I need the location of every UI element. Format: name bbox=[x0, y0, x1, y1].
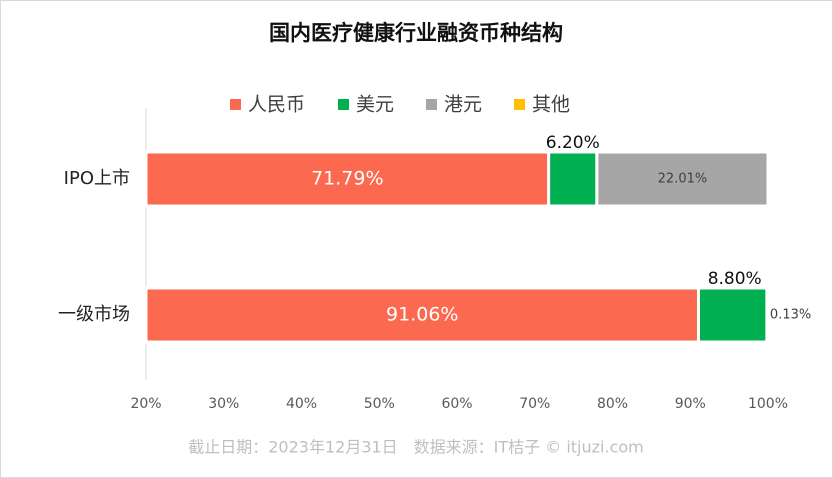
x-tick-label: 80% bbox=[597, 396, 628, 412]
x-tick-label: 100% bbox=[748, 396, 788, 412]
legend-swatch bbox=[514, 99, 525, 110]
legend-label: 人民币 bbox=[248, 94, 305, 116]
legend-label: 美元 bbox=[356, 94, 394, 116]
bar-segment bbox=[144, 286, 700, 344]
y-tick-label: IPO上市 bbox=[64, 168, 130, 189]
value-label: 6.20% bbox=[546, 133, 600, 153]
x-tick-label: 40% bbox=[286, 396, 317, 412]
legend-label: 其他 bbox=[532, 94, 570, 116]
legend-swatch bbox=[426, 99, 437, 110]
value-label: 0.13% bbox=[770, 308, 811, 323]
x-tick-label: 50% bbox=[364, 396, 395, 412]
source-note: 截止日期：2023年12月31日 数据来源：IT桔子 © itjuzi.com bbox=[188, 438, 644, 457]
bar-segment bbox=[696, 286, 769, 344]
value-label: 91.06% bbox=[386, 304, 458, 326]
legend-label: 港元 bbox=[444, 94, 482, 116]
x-tick-label: 60% bbox=[441, 396, 472, 412]
value-label: 8.80% bbox=[708, 269, 762, 289]
x-tick-label: 20% bbox=[130, 396, 161, 412]
x-tick-label: 90% bbox=[675, 396, 706, 412]
value-label: 22.01% bbox=[658, 172, 708, 187]
legend-swatch bbox=[230, 99, 241, 110]
legend-swatch bbox=[338, 99, 349, 110]
bar-segment bbox=[595, 150, 770, 208]
bar-segment bbox=[547, 150, 599, 208]
x-tick-label: 30% bbox=[208, 396, 239, 412]
y-tick-label: 一级市场 bbox=[58, 304, 130, 325]
value-label: 71.79% bbox=[311, 168, 383, 190]
chart-title: 国内医疗健康行业融资币种结构 bbox=[269, 21, 563, 45]
bar-segment bbox=[765, 286, 770, 344]
x-tick-label: 70% bbox=[519, 396, 550, 412]
